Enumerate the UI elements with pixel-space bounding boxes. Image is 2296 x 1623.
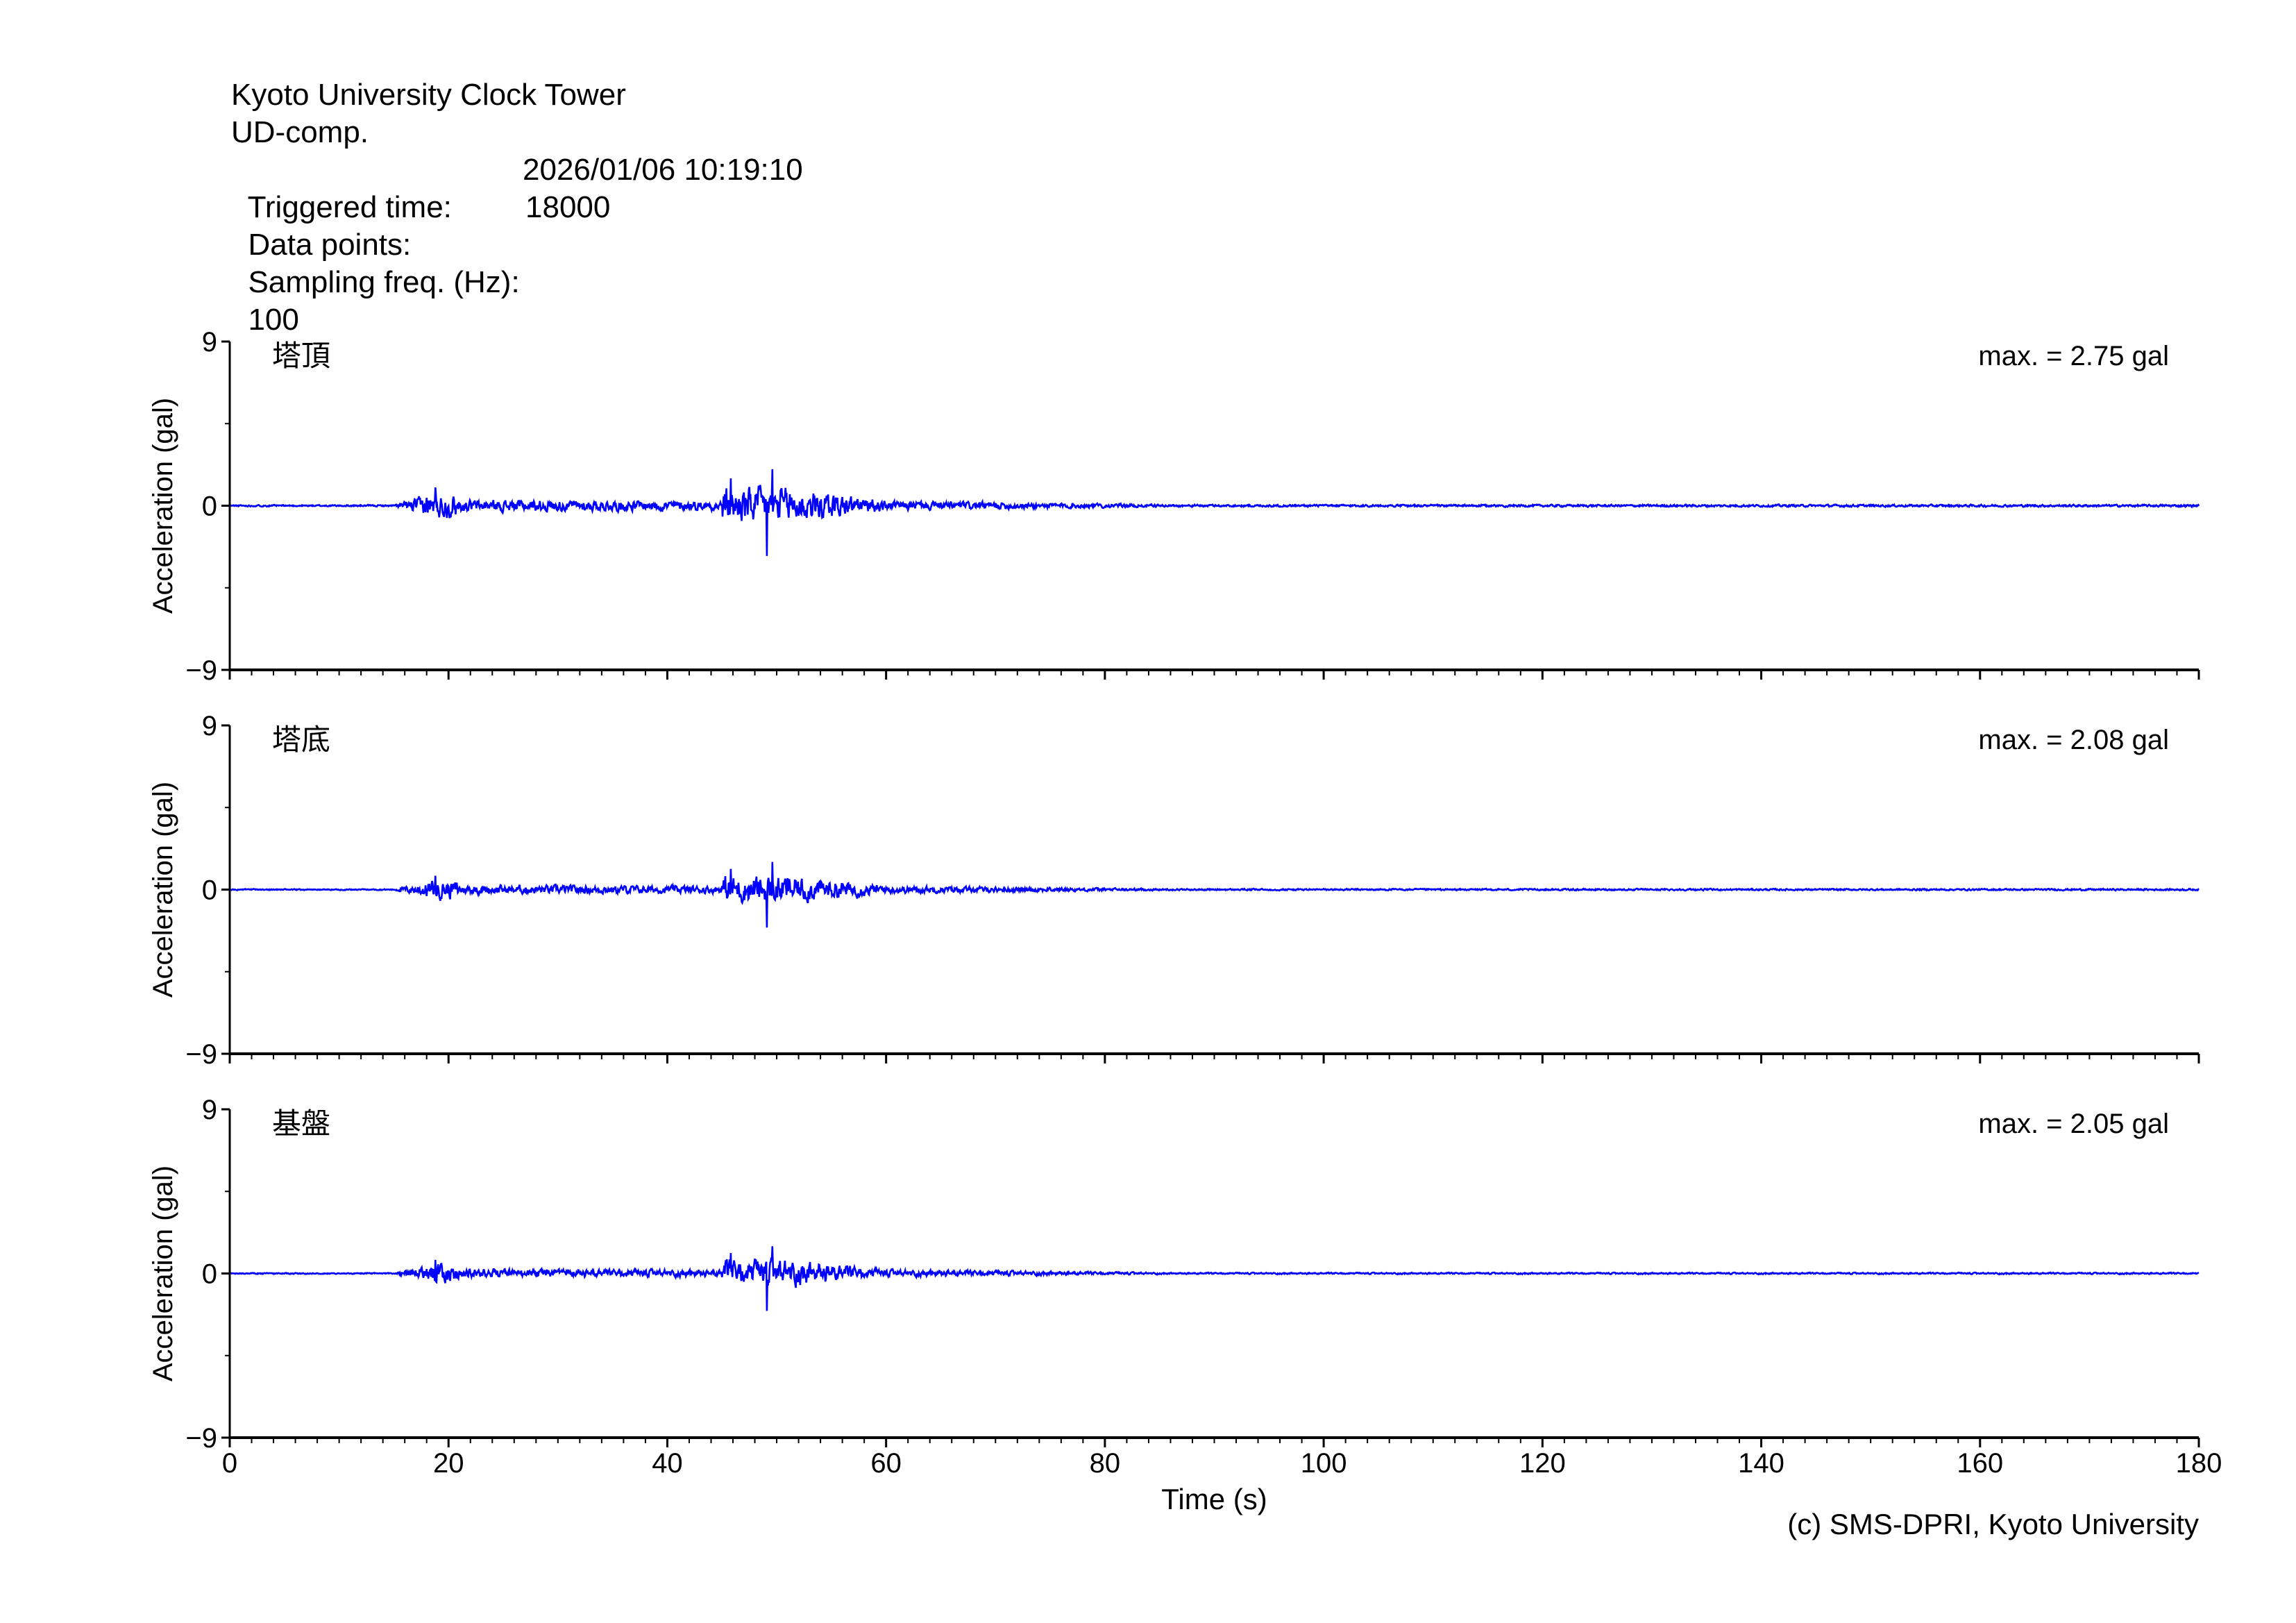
y-tick-label: 9 (202, 711, 217, 741)
data-points-row: Data points: 18000 (231, 189, 610, 301)
station-label: 塔頂 (272, 339, 330, 372)
x-axis-label: Time (s) (1161, 1483, 1267, 1515)
x-tick-label: 160 (1957, 1448, 2003, 1479)
y-axis-label: Acceleration (gal) (148, 782, 178, 998)
data-points-label: Data points: (248, 228, 412, 262)
station-title: Kyoto University Clock Tower (231, 78, 626, 112)
data-points-value: 18000 (525, 190, 611, 224)
triggered-time-label: Triggered time: (247, 190, 452, 224)
component-label: UD-comp. (231, 115, 369, 149)
waveform-line (229, 1246, 2200, 1311)
sampling-freq-row: Sampling freq. (Hz): 100 (231, 226, 520, 339)
y-tick-label: 9 (202, 327, 217, 358)
triggered-time-row: Triggered time: 2026/01/06 10:19:10 (231, 151, 803, 264)
y-tick-label: −9 (185, 1423, 217, 1454)
sampling-freq-value: 100 (248, 303, 299, 337)
y-tick-label: 0 (202, 1259, 217, 1290)
waveform-line (229, 469, 2200, 556)
max-label: max. = 2.75 gal (1978, 341, 2169, 371)
x-tick-label: 140 (1738, 1448, 1784, 1479)
panel-1: 塔頂 max. = 2.75 gal Acceleration (gal) 9 0 −9 (148, 327, 2200, 686)
copyright-text: (c) SMS-DPRI, Kyoto University (1787, 1508, 2199, 1540)
y-tick-label: 0 (202, 491, 217, 522)
panel-2: 塔底 max. = 2.08 gal Acceleration (gal) 9 0 −9 (148, 711, 2200, 1070)
y-tick-label: 9 (202, 1095, 217, 1125)
y-axis-label: Acceleration (gal) (148, 398, 178, 614)
max-label: max. = 2.08 gal (1978, 725, 2169, 755)
x-tick-label: 40 (652, 1448, 683, 1479)
station-label: 塔底 (272, 723, 330, 756)
y-tick-label: 0 (202, 875, 217, 906)
y-tick-label: −9 (185, 655, 217, 686)
x-tick-label: 100 (1301, 1448, 1347, 1479)
x-tick-label: 0 (222, 1448, 237, 1479)
triggered-time-value: 2026/01/06 10:19:10 (523, 153, 803, 187)
x-tick-label: 180 (2176, 1448, 2222, 1479)
y-axis-label: Acceleration (gal) (148, 1166, 178, 1381)
max-label: max. = 2.05 gal (1978, 1109, 2169, 1139)
x-tick-label: 120 (1519, 1448, 1566, 1479)
waveform-line (229, 861, 2200, 928)
x-tick-label: 60 (870, 1448, 902, 1479)
station-label: 基盤 (272, 1107, 330, 1140)
sampling-freq-label: Sampling freq. (Hz): (248, 265, 520, 299)
y-tick-label: −9 (185, 1039, 217, 1070)
x-tick-label: 80 (1090, 1448, 1121, 1479)
x-tick-label: 20 (433, 1448, 464, 1479)
